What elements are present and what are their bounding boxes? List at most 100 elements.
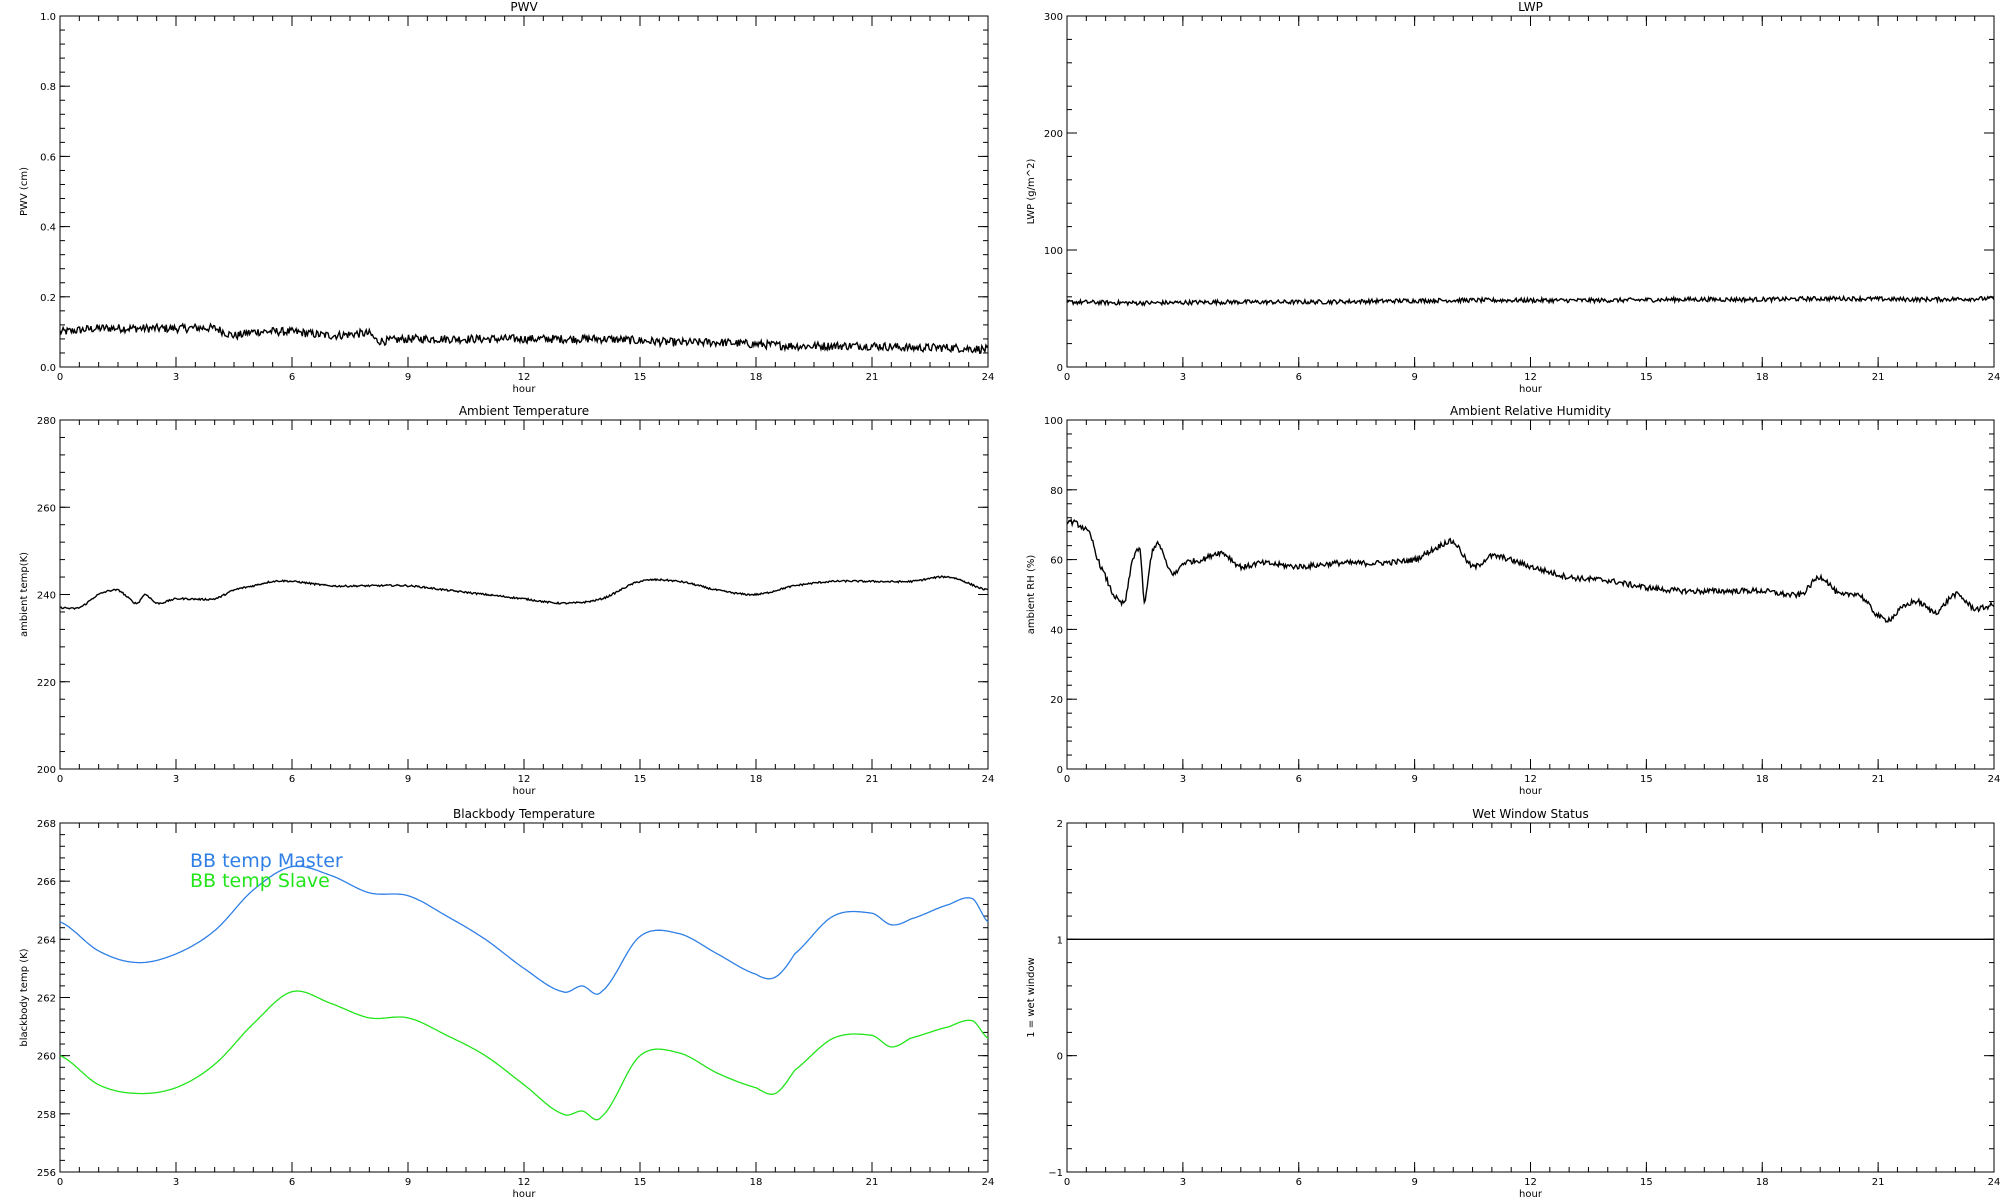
x-tick-label: 24: [1988, 1177, 2000, 1188]
x-tick-label: 12: [518, 372, 531, 383]
x-tick-label: 12: [518, 1177, 531, 1188]
x-tick-label: 6: [1296, 372, 1302, 383]
y-axis-label: LWP (g/m^2): [1026, 159, 1037, 225]
x-tick-label: 15: [634, 372, 647, 383]
x-tick-label: 21: [866, 1177, 879, 1188]
y-tick-label: 266: [37, 877, 56, 888]
y-axis-label: 1 = wet window: [1026, 957, 1037, 1037]
x-tick-label: 3: [1180, 372, 1186, 383]
x-tick-label: 0: [1064, 372, 1070, 383]
y-tick-label: 2: [1057, 819, 1063, 830]
chart-title: Blackbody Temperature: [453, 807, 595, 821]
x-tick-label: 18: [750, 774, 763, 785]
chart-title: Wet Window Status: [1472, 807, 1588, 821]
x-tick-label: 21: [1872, 372, 1885, 383]
x-tick-label: 15: [634, 1177, 647, 1188]
y-tick-label: 40: [1050, 625, 1063, 636]
x-tick-label: 9: [1411, 1177, 1417, 1188]
y-tick-label: 100: [1044, 246, 1063, 257]
chart-title: Ambient Relative Humidity: [1450, 404, 1611, 418]
y-tick-label: 0: [1057, 1052, 1063, 1063]
x-tick-label: 3: [173, 372, 179, 383]
y-tick-label: 260: [37, 1052, 56, 1063]
x-axis-label: hour: [1519, 1189, 1543, 1200]
x-axis-label: hour: [1519, 384, 1543, 395]
y-tick-label: 1: [1057, 935, 1063, 946]
chart-title: PWV: [510, 0, 538, 14]
y-tick-label: 300: [1044, 12, 1063, 23]
x-tick-label: 21: [1872, 1177, 1885, 1188]
chart-panel-1: LWP hour LWP (g/m^2) 0 3 6 9 12 15 18 21 24 0 100 200 3…: [1026, 0, 2000, 395]
x-tick-label: 9: [405, 1177, 411, 1188]
x-axis-label: hour: [513, 1189, 537, 1200]
y-tick-label: 220: [37, 678, 56, 689]
y-tick-label: 80: [1050, 486, 1063, 497]
y-tick-label: 240: [37, 591, 56, 602]
x-tick-label: 0: [57, 774, 63, 785]
series-line-1: [59, 990, 989, 1121]
series-line-0: [1066, 518, 1995, 623]
x-tick-label: 9: [1411, 774, 1417, 785]
chart-panel-2: Ambient Temperature hour ambient temp(K) 0 3…: [19, 404, 994, 797]
y-tick-label: 20: [1050, 695, 1063, 706]
x-tick-label: 9: [1411, 372, 1417, 383]
y-axis-label: ambient RH (%): [1026, 555, 1037, 635]
plot-frame: [59, 419, 989, 770]
series-line-0: [59, 865, 989, 995]
x-tick-label: 24: [982, 774, 995, 785]
x-tick-label: 6: [289, 372, 295, 383]
x-tick-label: 24: [1988, 774, 2000, 785]
y-tick-label: −1: [1048, 1168, 1063, 1179]
x-tick-label: 21: [1872, 774, 1885, 785]
series-line-0: [1066, 294, 1995, 307]
x-tick-label: 21: [866, 372, 879, 383]
y-tick-label: 0.6: [40, 152, 56, 163]
y-tick-label: 0.4: [40, 223, 56, 234]
y-tick-label: 262: [37, 994, 56, 1005]
x-tick-label: 0: [57, 1177, 63, 1188]
y-tick-label: 1.0: [40, 12, 56, 23]
y-tick-label: 0.8: [40, 82, 56, 93]
x-tick-label: 6: [1296, 1177, 1302, 1188]
x-tick-label: 18: [1756, 1177, 1769, 1188]
y-tick-label: 256: [37, 1168, 56, 1179]
x-tick-label: 24: [982, 372, 995, 383]
x-axis-label: hour: [513, 384, 537, 395]
y-axis-label: blackbody temp (K): [19, 948, 30, 1046]
chart-title: Ambient Temperature: [459, 404, 589, 418]
x-tick-label: 9: [405, 372, 411, 383]
x-tick-label: 15: [634, 774, 647, 785]
x-tick-label: 15: [1640, 372, 1653, 383]
y-tick-label: 0: [1057, 765, 1063, 776]
chart-title: LWP: [1518, 0, 1543, 14]
y-tick-label: 260: [37, 503, 56, 514]
x-axis-label: hour: [1519, 786, 1543, 797]
y-tick-label: 0: [1057, 363, 1063, 374]
x-tick-label: 9: [405, 774, 411, 785]
y-tick-label: 258: [37, 1110, 56, 1121]
y-tick-label: 280: [37, 416, 56, 427]
x-tick-label: 12: [518, 774, 531, 785]
x-tick-label: 0: [1064, 1177, 1070, 1188]
plot-frame: [1066, 822, 1995, 1173]
chart-panel-5: Wet Window Status hour 1 = wet window 0 3 6 9 1…: [1026, 807, 2000, 1200]
chart-panel-3: Ambient Relative Humidity hour ambient RH …: [1026, 404, 2000, 797]
y-tick-label: 0.2: [40, 293, 56, 304]
y-axis-label: PWV (cm): [19, 167, 30, 216]
y-tick-label: 268: [37, 819, 56, 830]
x-tick-label: 3: [1180, 1177, 1186, 1188]
y-tick-label: 200: [1044, 129, 1063, 140]
x-tick-label: 3: [173, 1177, 179, 1188]
y-axis-label: ambient temp(K): [19, 552, 30, 637]
x-tick-label: 18: [750, 1177, 763, 1188]
y-tick-label: 264: [37, 935, 56, 946]
x-axis-label: hour: [513, 786, 537, 797]
series-line-0: [59, 575, 989, 610]
plot-frame: [59, 15, 989, 368]
x-tick-label: 24: [1988, 372, 2000, 383]
x-tick-label: 21: [866, 774, 879, 785]
x-tick-label: 12: [1524, 774, 1537, 785]
x-tick-label: 0: [57, 372, 63, 383]
x-tick-label: 12: [1524, 1177, 1537, 1188]
